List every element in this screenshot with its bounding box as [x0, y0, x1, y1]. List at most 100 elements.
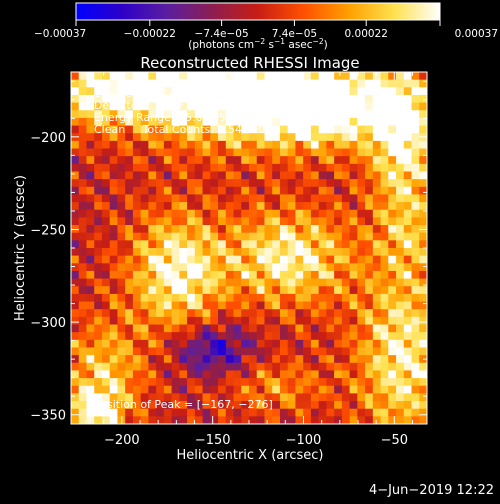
- heatmap-cell: [140, 293, 149, 303]
- heatmap-cell: [233, 179, 242, 188]
- heatmap-cell: [117, 408, 126, 417]
- heatmap-cell: [78, 378, 88, 387]
- heatmap-cell: [109, 248, 119, 257]
- heatmap-cell: [202, 309, 211, 318]
- heatmap-cell: [179, 347, 188, 356]
- heatmap-cell: [326, 240, 335, 249]
- heatmap-cell: [202, 378, 211, 387]
- heatmap-cell: [241, 125, 250, 134]
- heatmap-cell: [117, 102, 126, 111]
- heatmap-cell: [326, 148, 335, 157]
- heatmap-cell: [295, 316, 304, 326]
- heatmap-cell: [233, 339, 242, 349]
- heatmap-cell: [148, 79, 157, 88]
- heatmap-cell: [411, 72, 420, 81]
- annotation-peak-position: Position of Peak = [−167, −276]: [94, 398, 273, 411]
- heatmap-cell: [202, 72, 211, 81]
- heatmap-cell: [287, 385, 297, 394]
- heatmap-cell: [78, 248, 88, 257]
- heatmap-cell: [78, 202, 88, 211]
- heatmap-cell: [125, 324, 134, 333]
- heatmap-cell: [272, 79, 281, 88]
- heatmap-cell: [210, 209, 219, 218]
- heatmap-cell: [341, 332, 351, 341]
- heatmap-cell: [241, 209, 250, 218]
- heatmap-cell: [117, 347, 126, 356]
- heatmap-cell: [372, 156, 382, 165]
- heatmap-cell: [187, 240, 196, 249]
- heatmap-cell: [279, 240, 289, 249]
- heatmap-cell: [272, 370, 281, 379]
- heatmap-cell: [187, 117, 196, 127]
- heatmap-cell: [318, 332, 327, 341]
- heatmap-cell: [264, 125, 273, 134]
- heatmap-cell: [78, 117, 88, 127]
- heatmap-cell: [148, 179, 157, 188]
- heatmap-cell: [295, 102, 304, 111]
- heatmap-cell: [380, 393, 389, 402]
- heatmap-cell: [117, 339, 126, 349]
- heatmap-cell: [295, 140, 304, 150]
- heatmap-cell: [210, 324, 219, 333]
- heatmap-cell: [179, 248, 188, 257]
- heatmap-cell: [163, 355, 173, 364]
- heatmap-cell: [179, 140, 188, 150]
- heatmap-cell: [163, 79, 173, 88]
- heatmap-cell: [156, 148, 165, 157]
- heatmap-cell: [94, 255, 103, 264]
- heatmap-cell: [279, 72, 289, 81]
- heatmap-cell: [109, 309, 119, 318]
- heatmap-cell: [249, 156, 258, 165]
- heatmap-cell: [411, 87, 420, 96]
- heatmap-cell: [326, 202, 335, 211]
- heatmap-cell: [125, 339, 134, 349]
- heatmap-cell: [303, 209, 312, 218]
- heatmap-cell: [163, 324, 173, 333]
- heatmap-cell: [218, 110, 227, 119]
- heatmap-cell: [210, 117, 219, 127]
- heatmap-cell: [140, 156, 149, 165]
- heatmap-cell: [202, 293, 211, 303]
- heatmap-cell: [287, 79, 297, 88]
- heatmap-cell: [349, 217, 358, 226]
- heatmap-cell: [318, 194, 327, 203]
- heatmap-cell: [310, 133, 320, 142]
- heatmap-cell: [411, 140, 420, 150]
- heatmap-cell: [287, 72, 297, 81]
- heatmap-cell: [249, 148, 258, 157]
- heatmap-cell: [341, 263, 351, 272]
- heatmap-cell: [101, 385, 111, 394]
- heatmap-cell: [171, 385, 180, 394]
- heatmap-cell: [419, 209, 427, 218]
- heatmap-cell: [272, 316, 281, 326]
- heatmap-cell: [372, 232, 382, 241]
- heatmap-cell: [372, 393, 382, 402]
- heatmap-cell: [241, 378, 250, 387]
- heatmap-cell: [179, 393, 188, 402]
- heatmap-cell: [101, 148, 111, 157]
- heatmap-cell: [388, 232, 397, 241]
- heatmap-cell: [194, 324, 204, 333]
- heatmap-cell: [264, 408, 273, 417]
- heatmap-cell: [349, 179, 358, 188]
- heatmap-cell: [341, 72, 351, 81]
- heatmap-cell: [396, 362, 405, 372]
- heatmap-cell: [396, 270, 405, 280]
- heatmap-cell: [403, 270, 413, 280]
- heatmap-cell: [365, 217, 374, 226]
- heatmap-cell: [403, 209, 413, 218]
- heatmap-cell: [396, 94, 405, 104]
- heatmap-cell: [202, 225, 211, 234]
- heatmap-cell: [372, 309, 382, 318]
- heatmap-cell: [357, 225, 366, 234]
- heatmap-cell: [117, 355, 126, 364]
- heatmap-cell: [94, 202, 103, 211]
- heatmap-cell: [202, 263, 211, 272]
- heatmap-cell: [78, 401, 88, 410]
- heatmap-cell: [179, 339, 188, 349]
- heatmap-cell: [218, 393, 227, 402]
- heatmap-cell: [101, 309, 111, 318]
- heatmap-cell: [194, 378, 204, 387]
- heatmap-cell: [86, 401, 95, 410]
- heatmap-cell: [140, 110, 149, 119]
